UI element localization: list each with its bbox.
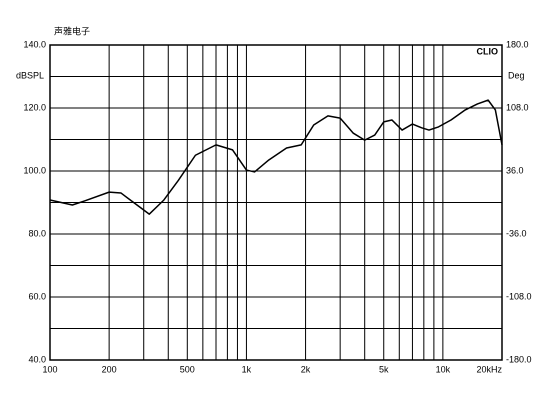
x-tick-label: 200 — [102, 364, 117, 374]
y-tick-label: 60.0 — [28, 291, 46, 301]
y-tick-label: 40.0 — [28, 354, 46, 364]
y-tick-label: 120.0 — [23, 102, 46, 112]
y2-tick-label: 108.0 — [506, 102, 529, 112]
y-tick-label: 80.0 — [28, 228, 46, 238]
plot-frame — [49, 44, 503, 361]
x-tick-label: 100 — [42, 364, 57, 374]
y2-axis-label: Deg — [508, 70, 525, 80]
y-tick-label: 140.0 — [23, 39, 46, 49]
brand: CLIO — [477, 46, 499, 56]
chart-title: 声雅电子 — [54, 25, 90, 36]
x-tick-label: 20kHz — [476, 364, 502, 374]
x-tick-label: 10k — [436, 364, 451, 374]
y-axis-label: dBSPL — [16, 70, 44, 80]
y2-tick-label: 36.0 — [506, 165, 524, 175]
x-tick-label: 500 — [180, 364, 195, 374]
x-tick-label: 1k — [242, 364, 252, 374]
x-tick-label: 2k — [301, 364, 311, 374]
y2-tick-label: -36.0 — [506, 228, 527, 238]
x-tick-label: 5k — [379, 364, 389, 374]
y2-tick-label: -180.0 — [506, 354, 532, 364]
y-tick-label: 100.0 — [23, 165, 46, 175]
response-curve — [49, 99, 503, 215]
y2-tick-label: 180.0 — [506, 39, 529, 49]
y2-tick-label: -108.0 — [506, 291, 532, 301]
